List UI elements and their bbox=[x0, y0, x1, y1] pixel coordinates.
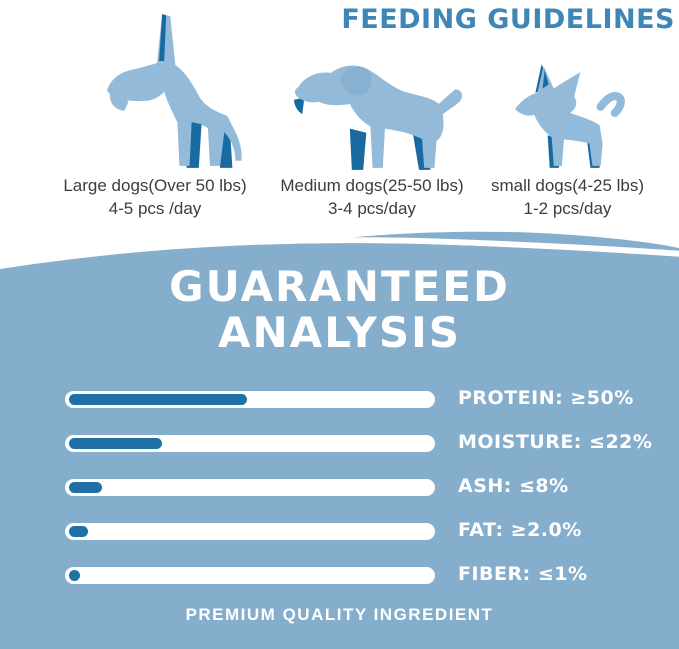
small-dog-illustration bbox=[478, 58, 656, 172]
protein-bar-row: PROTEIN: ≥50% bbox=[0, 387, 679, 409]
analysis-title-line2: ANALYSIS bbox=[218, 308, 461, 357]
fiber-bar-track bbox=[65, 567, 435, 584]
ash-label: ASH: ≤8% bbox=[458, 475, 569, 497]
protein-label: PROTEIN: ≥50% bbox=[458, 387, 634, 409]
small-dog-serving: 1-2 pcs/day bbox=[523, 199, 612, 218]
wave-divider bbox=[0, 231, 679, 290]
protein-bar-track bbox=[65, 391, 435, 408]
protein-bar-fill bbox=[69, 394, 247, 405]
medium-dog-illustration bbox=[268, 44, 476, 172]
chihuahua-icon bbox=[515, 64, 625, 168]
moisture-bar-track bbox=[65, 435, 435, 452]
fat-bar-track bbox=[65, 523, 435, 540]
medium-dog-size-label: Medium dogs(25-50 lbs) bbox=[280, 176, 464, 195]
page-title: FEEDING GUIDELINES bbox=[341, 4, 675, 35]
footer-quality-note: PREMIUM QUALITY INGREDIENT bbox=[185, 605, 494, 624]
great-dane-icon bbox=[107, 14, 242, 168]
large-dog-caption: Large dogs(Over 50 lbs) 4-5 pcs /day bbox=[40, 174, 270, 220]
fiber-bar-row: FIBER: ≤1% bbox=[0, 563, 679, 585]
fat-label: FAT: ≥2.0% bbox=[458, 519, 582, 541]
medium-dog-caption: Medium dogs(25-50 lbs) 3-4 pcs/day bbox=[268, 174, 476, 220]
fiber-bar-fill bbox=[69, 570, 81, 581]
large-dog-serving: 4-5 pcs /day bbox=[108, 199, 202, 218]
moisture-label: MOISTURE: ≤22% bbox=[458, 431, 653, 453]
fat-bar-fill bbox=[69, 526, 88, 537]
small-dog-size-label: small dogs(4-25 lbs) bbox=[490, 176, 645, 195]
medium-dog-serving: 3-4 pcs/day bbox=[328, 199, 416, 218]
fiber-label: FIBER: ≤1% bbox=[458, 563, 588, 585]
analysis-title-line1: GUARANTEED bbox=[169, 262, 510, 311]
fat-bar-row: FAT: ≥2.0% bbox=[0, 519, 679, 541]
ash-bar-row: ASH: ≤8% bbox=[0, 475, 679, 497]
labrador-icon bbox=[294, 65, 463, 170]
large-dog-size-label: Large dogs(Over 50 lbs) bbox=[63, 176, 247, 195]
small-dog-caption: small dogs(4-25 lbs) 1-2 pcs/day bbox=[475, 174, 660, 220]
moisture-bar-fill bbox=[69, 438, 162, 449]
large-dog-illustration bbox=[42, 2, 268, 172]
moisture-bar-row: MOISTURE: ≤22% bbox=[0, 431, 679, 453]
ash-bar-fill bbox=[69, 482, 103, 493]
ash-bar-track bbox=[65, 479, 435, 496]
analysis-section-background bbox=[0, 288, 679, 649]
analysis-section-title: GUARANTEED ANALYSIS bbox=[0, 264, 679, 356]
